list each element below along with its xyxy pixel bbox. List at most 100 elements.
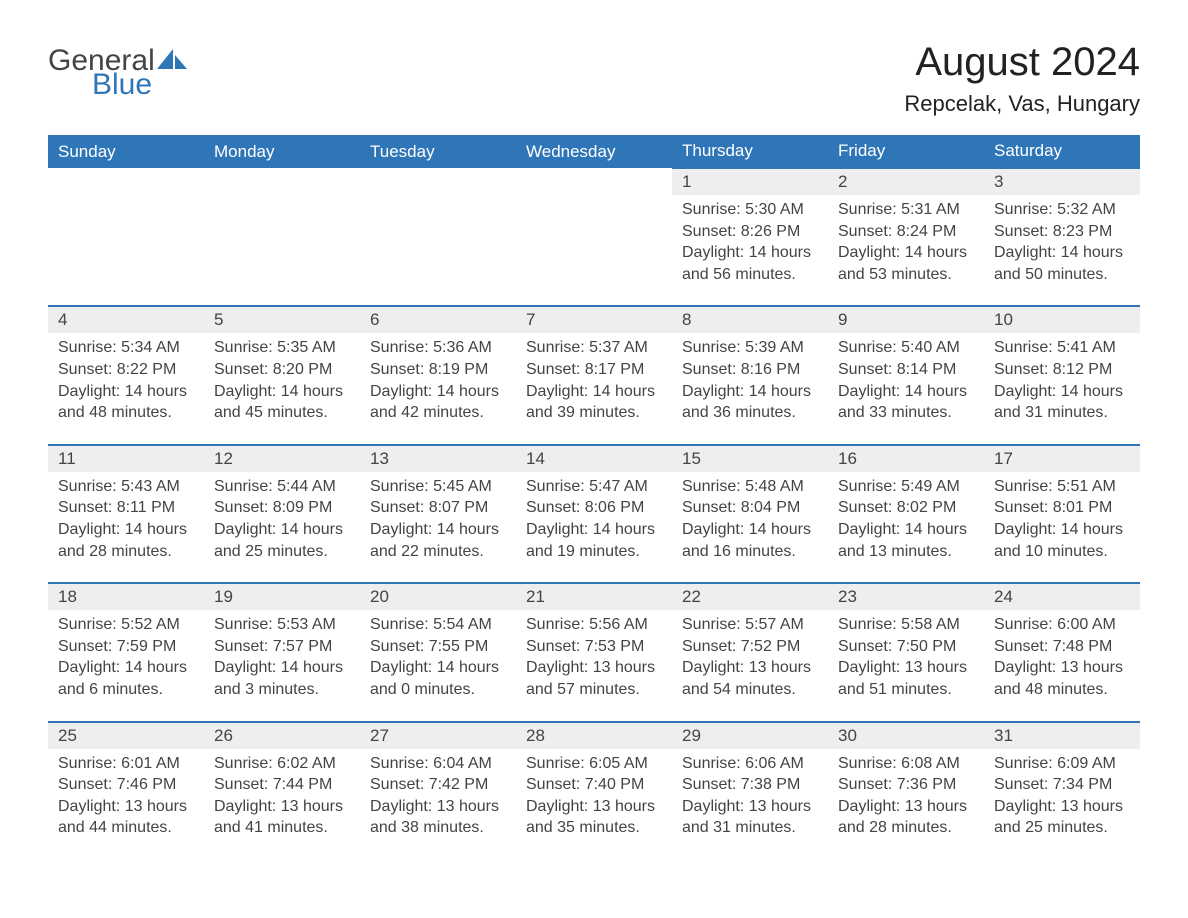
daylight-line: Daylight: 13 hours and 51 minutes. <box>838 657 974 700</box>
daylight-line-label: Daylight: <box>214 659 281 676</box>
sunset-line-label: Sunset: <box>214 499 273 516</box>
sunset-line-value: 7:42 PM <box>429 776 489 793</box>
day-body: Sunrise: 5:52 AMSunset: 7:59 PMDaylight:… <box>48 610 204 700</box>
sunrise-line-label: Sunrise: <box>838 339 901 356</box>
daylight-line: Daylight: 14 hours and 36 minutes. <box>682 381 818 424</box>
sunrise-line: Sunrise: 5:30 AM <box>682 199 818 221</box>
sunset-line-value: 8:02 PM <box>897 499 957 516</box>
sunset-line-label: Sunset: <box>838 361 897 378</box>
sunrise-line: Sunrise: 5:32 AM <box>994 199 1130 221</box>
daylight-line-label: Daylight: <box>58 659 125 676</box>
daylight-line: Daylight: 14 hours and 33 minutes. <box>838 381 974 424</box>
sunrise-line-label: Sunrise: <box>526 339 589 356</box>
sunset-line-label: Sunset: <box>682 776 741 793</box>
calendar-cell: 19Sunrise: 5:53 AMSunset: 7:57 PMDayligh… <box>204 583 360 721</box>
sunset-line: Sunset: 8:12 PM <box>994 359 1130 381</box>
daylight-line-label: Daylight: <box>58 798 125 815</box>
daylight-line: Daylight: 14 hours and 45 minutes. <box>214 381 350 424</box>
weekday-header-row: SundayMondayTuesdayWednesdayThursdayFrid… <box>48 135 1140 168</box>
sunset-line-label: Sunset: <box>838 223 897 240</box>
day-number: 27 <box>360 723 516 749</box>
sunset-line: Sunset: 7:42 PM <box>370 774 506 796</box>
calendar-cell: 24Sunrise: 6:00 AMSunset: 7:48 PMDayligh… <box>984 583 1140 721</box>
sunrise-line: Sunrise: 6:06 AM <box>682 753 818 775</box>
sunrise-line-label: Sunrise: <box>58 755 121 772</box>
sunrise-line: Sunrise: 5:48 AM <box>682 476 818 498</box>
sunrise-line-value: 5:47 AM <box>589 478 648 495</box>
sunset-line: Sunset: 7:55 PM <box>370 636 506 658</box>
weekday-header: Tuesday <box>360 135 516 168</box>
sunrise-line: Sunrise: 5:40 AM <box>838 337 974 359</box>
daylight-line: Daylight: 13 hours and 38 minutes. <box>370 796 506 839</box>
day-number: 4 <box>48 307 204 333</box>
sunrise-line-label: Sunrise: <box>58 616 121 633</box>
daylight-line-label: Daylight: <box>994 383 1061 400</box>
sunrise-line-value: 5:48 AM <box>745 478 804 495</box>
sunset-line: Sunset: 7:40 PM <box>526 774 662 796</box>
day-body: Sunrise: 5:57 AMSunset: 7:52 PMDaylight:… <box>672 610 828 700</box>
calendar-cell: 21Sunrise: 5:56 AMSunset: 7:53 PMDayligh… <box>516 583 672 721</box>
weekday-header: Wednesday <box>516 135 672 168</box>
day-body: Sunrise: 6:02 AMSunset: 7:44 PMDaylight:… <box>204 749 360 839</box>
calendar-cell: 28Sunrise: 6:05 AMSunset: 7:40 PMDayligh… <box>516 722 672 859</box>
day-body: Sunrise: 6:09 AMSunset: 7:34 PMDaylight:… <box>984 749 1140 839</box>
daylight-line-label: Daylight: <box>526 798 593 815</box>
sunrise-line: Sunrise: 5:43 AM <box>58 476 194 498</box>
sunset-line-value: 7:57 PM <box>273 638 333 655</box>
sunrise-line-value: 5:49 AM <box>901 478 960 495</box>
day-number: 2 <box>828 169 984 195</box>
day-number: 10 <box>984 307 1140 333</box>
sunrise-line-value: 6:08 AM <box>901 755 960 772</box>
sunrise-line-value: 5:39 AM <box>745 339 804 356</box>
sunrise-line-label: Sunrise: <box>994 201 1057 218</box>
sunset-line-value: 7:40 PM <box>585 776 645 793</box>
daylight-line: Daylight: 13 hours and 54 minutes. <box>682 657 818 700</box>
day-body: Sunrise: 5:35 AMSunset: 8:20 PMDaylight:… <box>204 333 360 423</box>
daylight-line-label: Daylight: <box>370 798 437 815</box>
sunrise-line-value: 5:56 AM <box>589 616 648 633</box>
logo: General Blue <box>48 46 187 100</box>
sunrise-line-value: 5:57 AM <box>745 616 804 633</box>
daylight-line-label: Daylight: <box>370 383 437 400</box>
sunset-line: Sunset: 8:06 PM <box>526 497 662 519</box>
sunset-line-label: Sunset: <box>838 638 897 655</box>
sunset-line-value: 7:48 PM <box>1053 638 1113 655</box>
daylight-line-label: Daylight: <box>682 244 749 261</box>
day-body: Sunrise: 6:01 AMSunset: 7:46 PM Daylight:… <box>48 749 204 839</box>
day-number: 29 <box>672 723 828 749</box>
daylight-line: Daylight: 14 hours and 42 minutes. <box>370 381 506 424</box>
daylight-line: Daylight: 13 hours and 25 minutes. <box>994 796 1130 839</box>
sunrise-line: Sunrise: 5:52 AM <box>58 614 194 636</box>
sunrise-line-value: 5:35 AM <box>277 339 336 356</box>
sunset-line-label: Sunset: <box>994 638 1053 655</box>
sunrise-line: Sunrise: 6:01 AM <box>58 753 194 775</box>
day-number: 16 <box>828 446 984 472</box>
day-number: 12 <box>204 446 360 472</box>
day-body: Sunrise: 5:45 AMSunset: 8:07 PMDaylight:… <box>360 472 516 562</box>
day-body: Sunrise: 5:30 AMSunset: 8:26 PMDaylight:… <box>672 195 828 285</box>
calendar-cell: 31Sunrise: 6:09 AMSunset: 7:34 PMDayligh… <box>984 722 1140 859</box>
sunset-line-value: 8:22 PM <box>117 361 177 378</box>
calendar-cell: 6Sunrise: 5:36 AMSunset: 8:19 PMDaylight… <box>360 306 516 444</box>
sunset-line-label: Sunset: <box>370 776 429 793</box>
daylight-line: Daylight: 14 hours and 25 minutes. <box>214 519 350 562</box>
sunset-line: Sunset: 7:46 PM <box>58 774 194 796</box>
sunrise-line-label: Sunrise: <box>994 755 1057 772</box>
sunrise-line-value: 5:43 AM <box>121 478 180 495</box>
daylight-line: Daylight: 14 hours and 39 minutes. <box>526 381 662 424</box>
sunrise-line: Sunrise: 5:44 AM <box>214 476 350 498</box>
daylight-line: Daylight: 14 hours and 22 minutes. <box>370 519 506 562</box>
sunset-line-label: Sunset: <box>526 776 585 793</box>
sunset-line-label: Sunset: <box>214 361 273 378</box>
day-number: 30 <box>828 723 984 749</box>
sunset-line-label: Sunset: <box>838 776 897 793</box>
sunrise-line-label: Sunrise: <box>682 616 745 633</box>
sunset-line-value: 8:17 PM <box>585 361 645 378</box>
sunset-line-value: 7:46 PM <box>117 776 177 793</box>
calendar-row: 11Sunrise: 5:43 AMSunset: 8:11 PMDayligh… <box>48 445 1140 583</box>
daylight-line-label: Daylight: <box>994 244 1061 261</box>
day-number: 5 <box>204 307 360 333</box>
sunrise-line-value: 5:53 AM <box>277 616 336 633</box>
sunrise-line-value: 6:05 AM <box>589 755 648 772</box>
day-number: 19 <box>204 584 360 610</box>
